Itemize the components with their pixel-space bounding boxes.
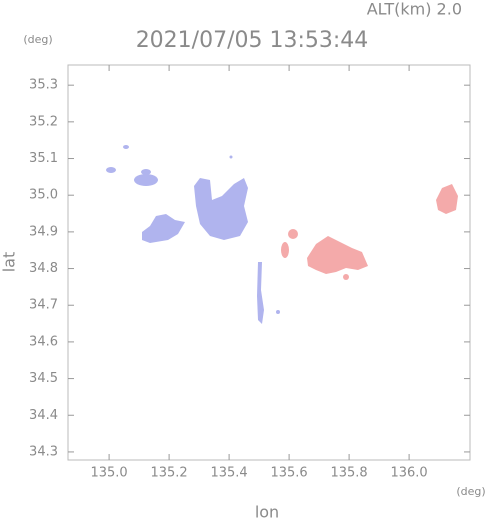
- y-tick-label: 34.6: [29, 334, 58, 349]
- echo: [229, 155, 233, 159]
- y-tick-label: 35.3: [29, 78, 58, 93]
- x-unit: (deg): [456, 485, 485, 498]
- echo: [343, 274, 349, 280]
- echo: [276, 310, 280, 314]
- x-tick-label: 136.0: [390, 466, 427, 481]
- echo: [307, 236, 368, 274]
- y-tick-label: 34.7: [29, 298, 58, 313]
- y-tick-label: 35.1: [29, 151, 58, 166]
- echo: [281, 242, 289, 258]
- y-axis-title: lat: [0, 252, 19, 273]
- chart-title: 2021/07/05 13:53:44: [136, 28, 369, 53]
- echo-cells: [106, 145, 458, 324]
- plot-frame: [67, 64, 471, 461]
- echo: [436, 184, 458, 214]
- y-tick-label: 34.9: [29, 224, 58, 239]
- echo: [194, 178, 248, 240]
- positive-echoes: [281, 184, 458, 280]
- echo: [142, 214, 185, 243]
- y-tick-label: 34.3: [29, 444, 58, 459]
- y-tick-label: 35.0: [29, 188, 58, 203]
- echo: [141, 169, 151, 175]
- echo: [257, 262, 264, 324]
- x-tick-label: 135.8: [330, 466, 367, 481]
- echo: [134, 174, 158, 186]
- negative-echoes: [106, 145, 280, 324]
- echo: [123, 145, 129, 149]
- x-tick-label: 135.2: [150, 466, 187, 481]
- y-tick-label: 34.8: [29, 261, 58, 276]
- x-tick-label: 135.0: [90, 466, 127, 481]
- y-unit: (deg): [23, 33, 52, 46]
- x-tick-label: 135.4: [210, 466, 247, 481]
- y-tick-label: 34.4: [29, 408, 58, 423]
- echo: [106, 167, 116, 173]
- x-tick-label: 135.6: [270, 466, 307, 481]
- y-tick-label: 34.5: [29, 371, 58, 386]
- echo: [288, 229, 298, 239]
- y-tick-label: 35.2: [29, 114, 58, 129]
- x-axis-title: lon: [255, 503, 279, 521]
- altitude-label: ALT(km) 2.0: [367, 0, 462, 19]
